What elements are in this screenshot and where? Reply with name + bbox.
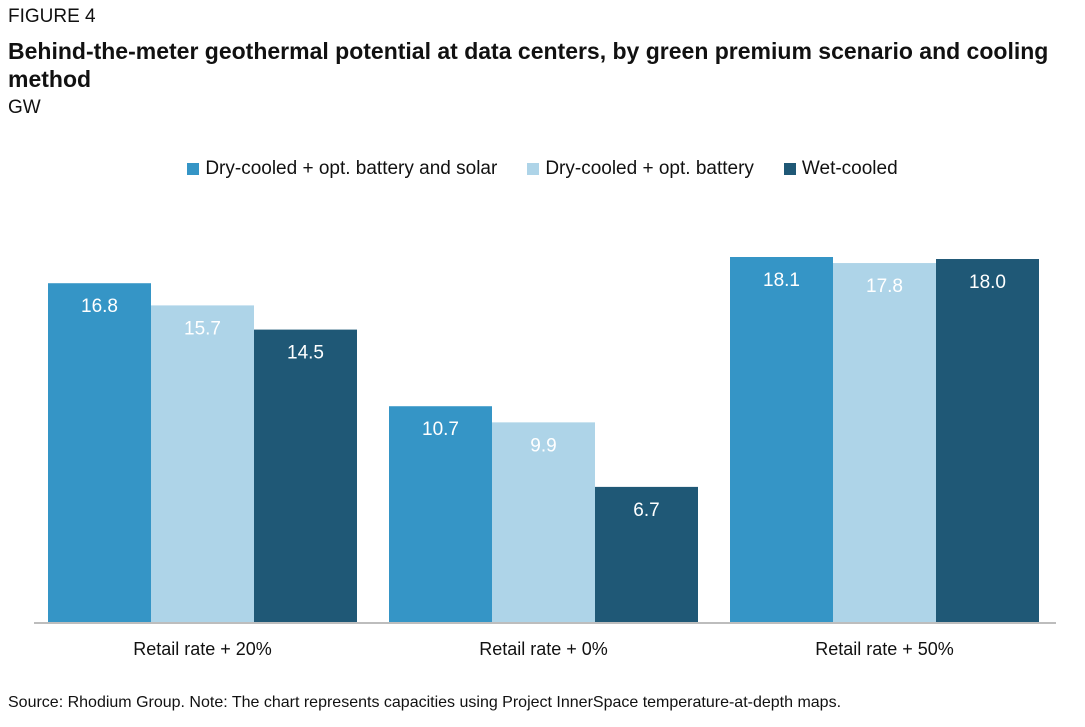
data-label-dry-solar-3: 18.1	[763, 270, 800, 291]
data-label-dry-battery-3: 17.8	[866, 276, 903, 297]
legend-swatch-dry-battery	[527, 163, 540, 175]
bar-dry-solar-1	[48, 283, 151, 622]
data-label-wet-cooled-1: 14.5	[287, 343, 324, 364]
legend-swatch-wet-cooled	[783, 163, 796, 175]
data-label-dry-battery-2: 9.9	[530, 435, 556, 456]
legend-label-dry-solar: Dry-cooled + opt. battery and solar	[205, 158, 498, 179]
bar-dry-battery-1	[151, 305, 254, 622]
legend-item-dry-solar: Dry-cooled + opt. battery and solar	[187, 158, 497, 180]
bar-dry-solar-3	[730, 257, 833, 622]
legend-label-dry-battery: Dry-cooled + opt. battery	[545, 158, 754, 179]
bar-dry-solar-2	[389, 406, 492, 622]
data-label-wet-cooled-2: 6.7	[633, 500, 659, 521]
data-label-dry-solar-2: 10.7	[422, 419, 459, 440]
data-label-dry-solar-1: 16.8	[81, 296, 118, 317]
data-label-dry-battery-1: 15.7	[184, 318, 221, 339]
chart-title: Behind-the-meter geothermal potential at…	[8, 38, 1049, 92]
figure-label: FIGURE 4	[8, 6, 96, 27]
bar-dry-battery-3	[833, 263, 936, 622]
source-note: Source: Rhodium Group. Note: The chart r…	[8, 694, 842, 711]
legend-item-dry-battery: Dry-cooled + opt. battery	[527, 158, 754, 180]
bar-dry-battery-2	[492, 422, 595, 622]
data-label-wet-cooled-3: 18.0	[969, 272, 1006, 293]
legend: Dry-cooled + opt. battery and solar Dry-…	[0, 158, 1085, 180]
x-tick-label-1: Retail rate + 20%	[133, 639, 272, 659]
bar-wet-cooled-3	[936, 259, 1039, 622]
bar-wet-cooled-1	[254, 329, 357, 622]
legend-label-wet-cooled: Wet-cooled	[801, 158, 898, 179]
legend-swatch-dry-solar	[187, 163, 200, 175]
bar-chart: 16.8 15.7 14.5 Retail rate + 20% 10.7 9.9 6.7 R…	[34, 257, 1056, 659]
unit-label: GW	[8, 97, 41, 118]
x-tick-label-2: Retail rate + 0%	[479, 639, 608, 659]
x-tick-label-3: Retail rate + 50%	[815, 639, 954, 659]
bar-wet-cooled-2	[595, 486, 698, 622]
legend-item-wet-cooled: Wet-cooled	[783, 158, 898, 180]
